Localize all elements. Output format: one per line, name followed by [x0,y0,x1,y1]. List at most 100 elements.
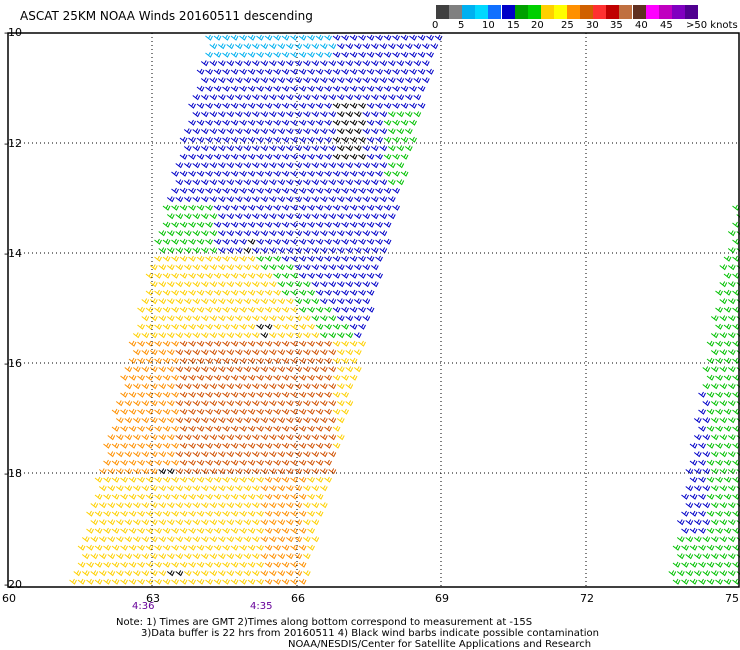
wind-barb [383,119,392,126]
wind-barb [328,196,337,203]
wind-barb [209,366,218,373]
wind-barb [290,102,298,109]
colorbar-swatch [606,5,620,19]
lat-label-12: -12 [4,137,22,150]
wind-barb [200,434,209,441]
wind-barb [251,349,260,356]
wind-barb [281,340,290,347]
wind-barb [268,451,277,458]
wind-barb [213,544,222,551]
wind-barb [162,527,171,534]
wind-barb [256,136,264,143]
wind-barb [137,561,145,568]
wind-barb [145,323,154,330]
wind-barb [200,179,209,186]
wind-barb [268,349,277,356]
wind-barb [222,289,230,296]
wind-barb [430,43,439,50]
wind-barb [290,255,298,262]
wind-barb [719,451,728,458]
wind-barb [226,264,235,271]
wind-barb [366,170,375,177]
wind-barb [319,128,328,135]
wind-barb [230,442,239,449]
wind-barb [345,196,354,203]
wind-barb [251,536,260,543]
wind-barb [409,34,417,41]
colorbar-label: 30 [586,20,599,31]
wind-barb [723,442,732,449]
wind-barb [141,570,150,577]
wind-barb [396,162,405,169]
wind-barb [234,434,243,441]
lon-label-72: 72 [580,592,594,605]
wind-barb [366,255,375,262]
wind-barb [710,570,719,577]
wind-barb [243,60,252,67]
wind-barb [251,400,260,407]
wind-barb [396,145,405,152]
wind-barb [328,281,337,288]
wind-barb [324,476,332,483]
wind-barb [298,306,307,313]
wind-barb [698,408,706,415]
wind-barb [243,145,252,152]
wind-barb [162,391,171,398]
wind-barb [124,468,133,475]
wind-barb [290,493,298,500]
wind-barb [353,315,362,322]
wind-barb [294,77,303,84]
wind-barb [332,425,341,432]
wind-barb [727,315,736,322]
wind-barb [230,85,239,92]
wind-barb [256,306,264,313]
wind-barb [196,255,205,262]
wind-barb [290,119,298,126]
wind-barb [264,391,273,398]
wind-barb [341,272,349,279]
wind-barb [281,238,290,245]
wind-barb [166,536,175,543]
wind-barb [375,51,383,58]
wind-barb [192,519,201,526]
wind-barb [264,527,273,534]
wind-barb [328,77,337,84]
wind-barb [685,519,694,526]
wind-barb [294,570,303,577]
wind-barb [319,281,328,288]
wind-barb [273,238,281,245]
wind-barb [162,221,171,228]
colorbar-swatch [436,5,450,19]
wind-barb [349,221,358,228]
time-label-0436: 4:36 [132,601,155,612]
wind-barb [727,451,736,458]
wind-barb [396,128,405,135]
wind-barb [183,485,192,492]
wind-barb [107,434,116,441]
wind-barb [298,68,307,75]
wind-barb [715,408,723,415]
wind-barb [251,332,260,339]
wind-barb [349,357,358,364]
wind-barb [298,204,307,211]
wind-barb [260,196,269,203]
wind-barb [222,136,230,143]
wind-barb [281,68,290,75]
wind-barb [115,536,124,543]
wind-barb [311,281,320,288]
wind-barb [166,366,175,373]
wind-barb [200,196,209,203]
wind-barb [107,451,116,458]
wind-barb [298,425,307,432]
time-label-0435: 4:35 [250,601,273,612]
wind-barb [273,476,281,483]
wind-barb [175,417,184,424]
wind-barb [205,187,213,194]
wind-barb [268,145,277,152]
wind-barb [107,570,116,577]
wind-barb [115,485,124,492]
wind-barb [332,306,341,313]
wind-barb [183,196,192,203]
wind-barb [268,264,277,271]
wind-barb [336,162,345,169]
